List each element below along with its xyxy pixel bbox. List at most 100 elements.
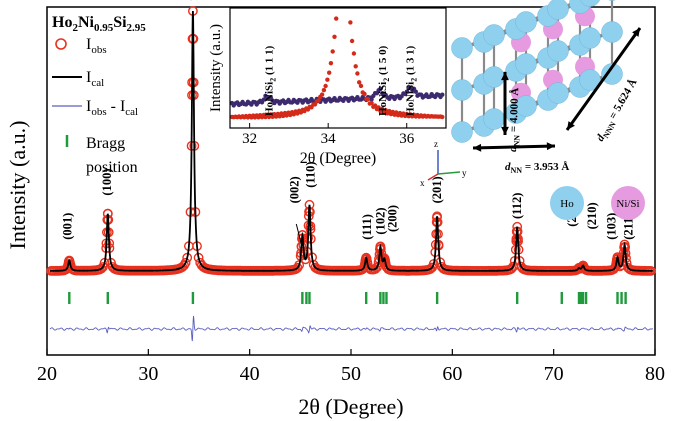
ho-atom <box>579 27 601 49</box>
hkl-label: (001) <box>60 213 74 240</box>
inset-bg-point <box>261 97 266 102</box>
inset-annotation: HoNiSi2 (1 1 1) <box>263 45 277 116</box>
x-tick-label: 60 <box>442 363 462 385</box>
inset-obs-point <box>372 103 378 108</box>
legend-obs-label: Iobs <box>86 36 107 56</box>
ho-atom <box>608 0 616 1</box>
ho-atom <box>547 40 569 62</box>
legend-obs-marker <box>55 38 67 50</box>
legend-bragg-label-1: Bragg <box>86 135 125 152</box>
axis-letter: z <box>434 139 438 149</box>
inset-annotations: HoNiSi2 (1 1 1) HoNiSi2 (1 5 0) HoNiSi2 (1… <box>263 45 418 116</box>
inset-plot: 32 34 36 2θ (Degree) Intensity (a.u.) HoNi… <box>208 7 447 167</box>
coordinate-axes: z y x <box>420 139 467 188</box>
inset-obs-point <box>334 16 339 21</box>
crystal-structure: dNN = 3.953 Å dNN = 4.000 Å dNNN = 5.624 Å… <box>420 0 645 220</box>
inset-y-label: Intensity (a.u.) <box>208 24 224 112</box>
peak-label: (002) <box>287 176 301 203</box>
y-axis <box>437 171 461 175</box>
bragg-ticks <box>68 292 627 304</box>
hkl-label: (100) <box>100 169 114 196</box>
legend-cal-label: Ical <box>86 69 104 89</box>
x-tick-label: 80 <box>645 363 665 385</box>
inset-x-tick-label: 36 <box>399 131 415 147</box>
inset-obs-point <box>330 49 335 54</box>
x-axis-label: 2θ (Degree) <box>298 394 403 419</box>
inset-obs-point <box>351 51 357 56</box>
hkl-label: (112) <box>510 193 524 219</box>
peak-label: (112) <box>510 193 524 219</box>
atom-legend-swatch <box>611 186 645 220</box>
ho-atom <box>451 79 473 101</box>
inset-obs-point <box>353 64 358 69</box>
x-axis: 20 30 40 50 60 70 80 <box>37 349 665 385</box>
inset-bg-point <box>268 95 273 100</box>
atom-legend-label: Ho <box>560 198 574 210</box>
ho-atom <box>451 121 473 143</box>
inset-obs-point <box>348 20 353 25</box>
peak-label: (102) <box>373 208 387 235</box>
inset-obs-point <box>440 114 445 120</box>
inset-obs-point <box>365 97 371 102</box>
inset-obs-point <box>332 34 337 39</box>
hkl-label: (110) <box>304 161 318 187</box>
legend: Ho2Ni0.95Si2.95 Iobs Ical Iobs - Ical Br… <box>52 14 146 176</box>
hkl-label: (111) <box>360 214 374 240</box>
atoms <box>451 0 623 143</box>
axis-letter: y <box>462 168 467 178</box>
arrow-head <box>501 72 509 81</box>
ho-atom <box>483 66 505 88</box>
ho-atom <box>547 82 569 104</box>
hkl-label: (200) <box>386 205 400 232</box>
ho-atom <box>547 0 569 20</box>
inset-obs-point <box>362 91 367 97</box>
peak-label: (201) <box>430 176 444 203</box>
distance-label: dNN = 3.953 Å <box>505 161 569 175</box>
hkl-label: (201) <box>430 176 444 203</box>
peak-labels: (001) (100) (101) (002)(110) (111)(102)(200)… <box>60 0 636 245</box>
ho-atom <box>483 108 505 130</box>
calc-line <box>50 10 653 272</box>
data-layer <box>46 6 656 342</box>
atom-legend-swatch <box>550 186 584 220</box>
arrow-head <box>546 142 555 151</box>
inset-frame <box>229 7 447 129</box>
ho-atom <box>515 53 537 75</box>
peak-label: (210) <box>585 202 599 229</box>
inset-obs-point <box>355 71 360 76</box>
inset-obs-point <box>349 38 355 44</box>
inset-x-tick-label: 34 <box>321 131 337 147</box>
ho-atom <box>601 63 623 85</box>
arrow-head <box>473 143 482 152</box>
inset-bg-point <box>369 97 374 102</box>
inset-annotation: HoNiSi2 (1 5 0) <box>377 45 391 116</box>
peak-label: (211) <box>622 213 636 239</box>
ho-atom <box>579 69 601 91</box>
atom-legend-label: Ni/Si <box>616 198 639 210</box>
distance-arrow <box>565 27 642 131</box>
inset-obs-point <box>376 105 381 110</box>
inset-obs-point <box>327 70 332 75</box>
hkl-label: (210) <box>585 202 599 229</box>
inset-obs-point <box>328 61 334 66</box>
x-tick-label: 20 <box>37 363 57 385</box>
ho-atom <box>483 24 505 46</box>
inset-obs-point <box>357 80 362 85</box>
inset-obs-point <box>325 77 330 82</box>
peak-label: (101) <box>183 0 197 1</box>
peak-label: (103) <box>604 213 618 240</box>
inset-obs-point <box>316 98 321 103</box>
hkl-label: (002) <box>287 176 301 203</box>
inset-bg-point <box>413 89 418 94</box>
distance-arrows <box>472 27 642 152</box>
inset-background <box>230 8 446 128</box>
obs-point <box>180 257 191 268</box>
y-axis-label: Intensity (a.u.) <box>5 121 30 250</box>
inset-bg-point <box>378 86 383 92</box>
inset-obs-point <box>358 83 364 89</box>
obs-point <box>616 260 627 271</box>
legend-diff-label: Iobs - Ical <box>86 98 138 118</box>
arrow-head <box>501 126 509 135</box>
inset-x-label: 2θ (Degree) <box>300 150 377 167</box>
